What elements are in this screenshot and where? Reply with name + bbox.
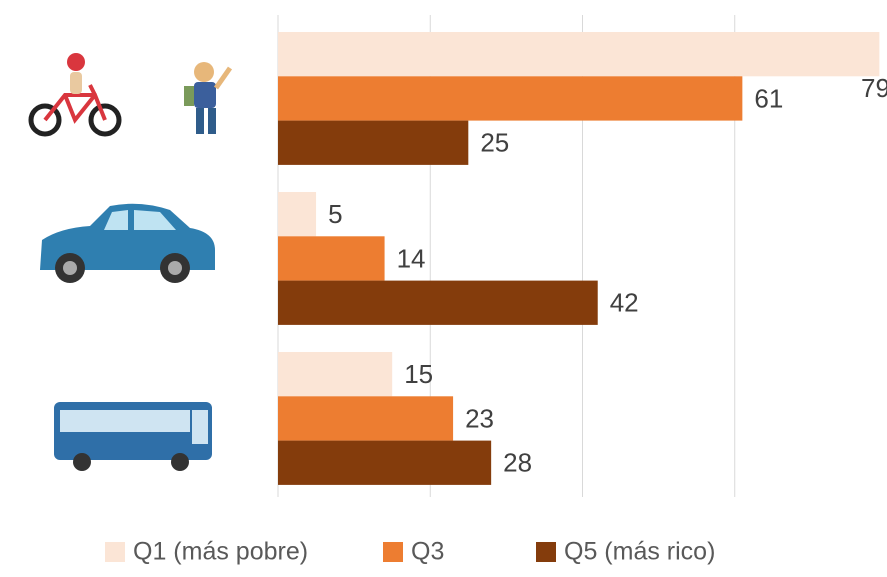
legend-label: Q5 (más rico): [564, 538, 715, 566]
bar-layer: 79 61 25 5 14 42 15 23 28: [278, 32, 887, 485]
bar: [278, 440, 492, 485]
bar: [278, 280, 598, 325]
data-label: 25: [480, 128, 509, 158]
data-label: 28: [503, 448, 532, 478]
legend-label: Q1 (más pobre): [133, 538, 308, 566]
bar: [278, 76, 743, 121]
car-icon: [8, 186, 252, 332]
data-label: 23: [465, 403, 494, 433]
data-label: 15: [404, 359, 433, 389]
bike-walk-icon: [0, 2, 252, 186]
legend-swatch: [383, 542, 403, 562]
legend-swatch: [105, 542, 125, 562]
bar: [278, 236, 385, 281]
bar: [278, 396, 454, 441]
data-label: 79: [861, 73, 887, 103]
data-label: 5: [328, 199, 342, 229]
data-label: 14: [397, 243, 426, 273]
data-label: 42: [610, 288, 639, 318]
data-label: 61: [754, 83, 783, 113]
bus-icon: [50, 395, 218, 480]
legend-swatch: [536, 542, 556, 562]
bar: [278, 192, 317, 237]
legend-label: Q3: [411, 538, 444, 566]
legend: Q1 (más pobre) Q3 Q5 (más rico): [105, 538, 715, 566]
bar: [278, 32, 880, 77]
bar: [278, 352, 393, 397]
bar: [278, 120, 469, 165]
